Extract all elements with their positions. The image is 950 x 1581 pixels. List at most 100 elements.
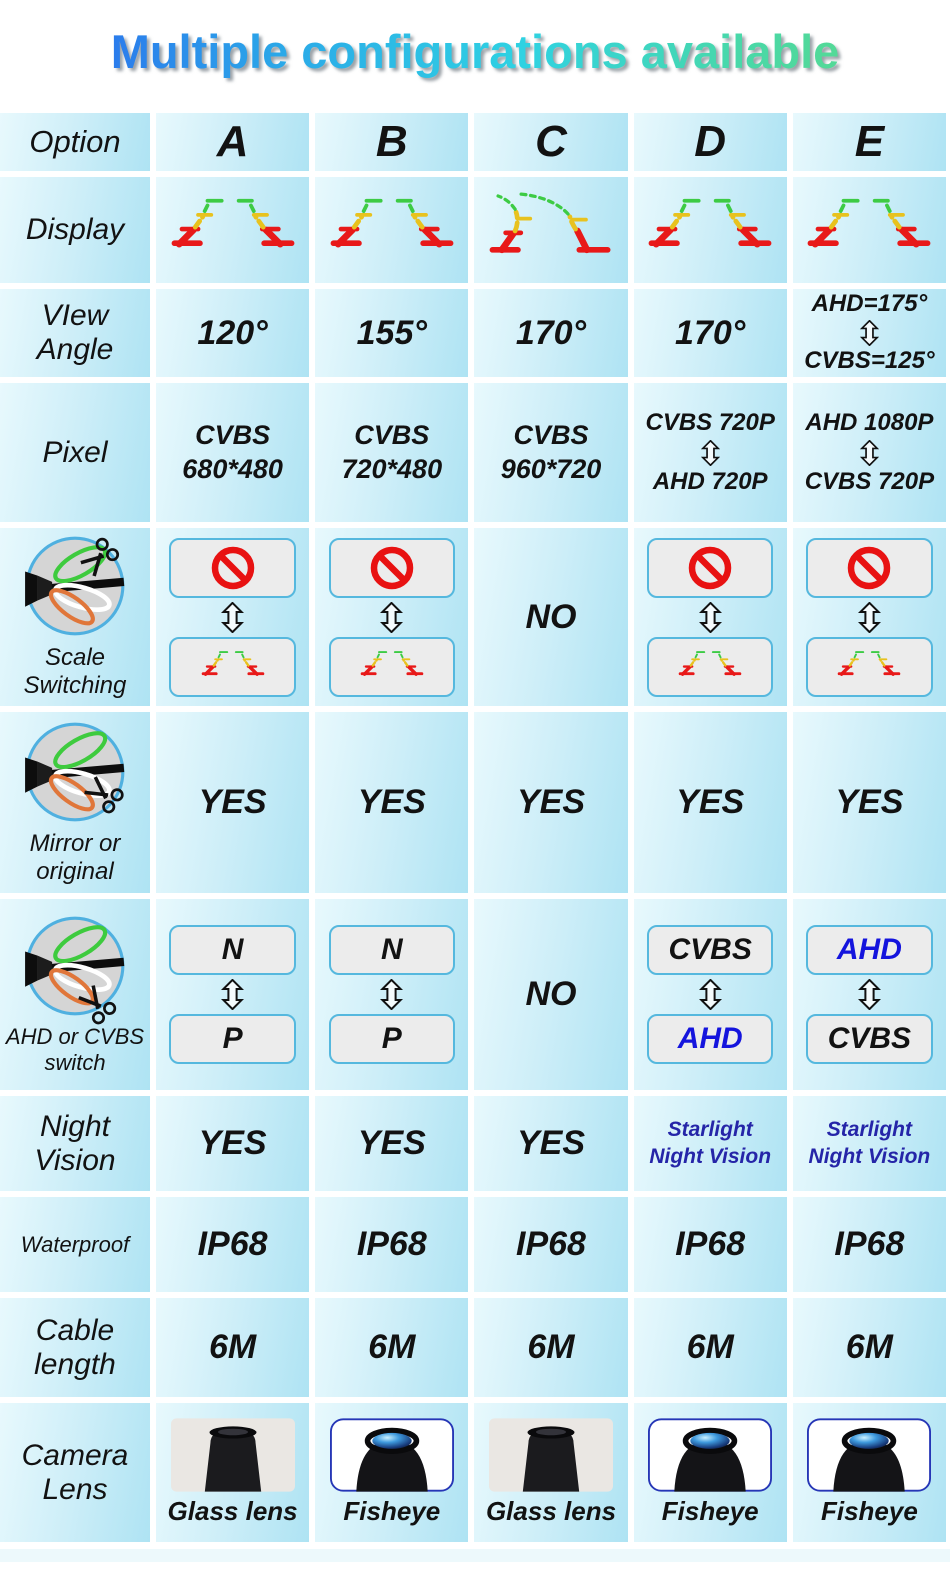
cell-view-angle-d: 170° (633, 289, 787, 377)
signal-box: P (328, 1014, 456, 1064)
cell-lens-b: Fisheye (315, 1403, 469, 1542)
comparison-table: Option A B C D E Display VIew Angle 120° (0, 113, 946, 1542)
cell-mirror-e: YES (792, 712, 946, 893)
cell-mirror-b: YES (315, 712, 469, 893)
cell-scale-b (315, 528, 469, 706)
cell-display-a (156, 177, 310, 283)
no-scale-box (169, 537, 296, 598)
cell-display-c (474, 177, 628, 283)
cell-scale-c: NO (474, 528, 628, 706)
option-label: Option (29, 124, 121, 159)
signal-box: AHD (646, 1014, 774, 1064)
cell-night-d: Starlight Night Vision (633, 1096, 787, 1191)
cell-ahd-cvbs-d: CVBS AHD (633, 899, 787, 1090)
signal-box: N (169, 925, 296, 975)
row-label-mirror: Mirror or original (0, 712, 150, 893)
cell-view-angle-b: 155° (315, 289, 469, 377)
cell-cable-d: 6M (633, 1298, 787, 1397)
cell-night-e: Starlight Night Vision (792, 1096, 946, 1191)
row-label-cable-length: Cable length (0, 1298, 150, 1397)
cell-cable-e: 6M (792, 1298, 946, 1397)
parking-guidelines-icon (316, 179, 468, 281)
bottom-strip (0, 1549, 950, 1562)
parking-guidelines-icon (360, 649, 424, 676)
header-option-cell: Option (0, 113, 150, 171)
row-label-night-vision: Night Vision (0, 1096, 150, 1191)
cell-scale-a (156, 528, 310, 706)
row-label-view-angle: VIew Angle (0, 289, 150, 377)
cell-mirror-c: YES (474, 712, 628, 893)
header-col-b: B (315, 113, 469, 171)
header-col-e: E (792, 113, 946, 171)
cell-ahd-cvbs-a: N P (156, 899, 310, 1090)
header-col-c: C (474, 113, 628, 171)
cell-waterproof-c: IP68 (474, 1197, 628, 1292)
guidelines-box (646, 636, 774, 697)
no-scale-box (646, 537, 774, 598)
cell-cable-a: 6M (156, 1298, 310, 1397)
no-entry-icon (686, 544, 734, 592)
signal-box: CVBS (806, 1014, 933, 1064)
guidelines-box (328, 636, 456, 697)
cell-lens-e: Fisheye (792, 1403, 946, 1542)
updown-arrow-icon (860, 320, 878, 346)
cell-cable-b: 6M (315, 1298, 469, 1397)
cell-view-angle-e: AHD=175° CVBS=125° (792, 289, 946, 377)
cell-waterproof-b: IP68 (315, 1197, 469, 1292)
cell-waterproof-a: IP68 (156, 1197, 310, 1292)
header-col-d: D (633, 113, 787, 171)
updown-arrow-icon (700, 979, 721, 1010)
cell-display-e (792, 177, 946, 283)
cell-lens-c: Glass lens (474, 1403, 628, 1542)
header-col-a: A (156, 113, 310, 171)
parking-guidelines-icon (157, 179, 309, 281)
cell-lens-a: Glass lens (156, 1403, 310, 1542)
updown-arrow-icon (860, 439, 878, 466)
cell-pixel-d: CVBS 720P AHD 720P (633, 383, 787, 522)
cell-night-a: YES (156, 1096, 310, 1191)
parking-guidelines-icon (634, 179, 786, 281)
row-label-display: Display (0, 177, 150, 283)
cell-view-angle-c: 170° (474, 289, 628, 377)
no-entry-icon (845, 544, 893, 592)
updown-arrow-icon (222, 601, 243, 633)
cell-pixel-c: CVBS 960*720 (474, 383, 628, 522)
guidelines-box (169, 636, 296, 697)
updown-arrow-icon (701, 439, 719, 466)
row-label-camera-lens: Camera Lens (0, 1403, 150, 1542)
dynamic-parking-guidelines-icon (475, 179, 627, 281)
cell-scale-e (792, 528, 946, 706)
cable-cut-green-icon (23, 534, 127, 638)
cell-mirror-a: YES (156, 712, 310, 893)
row-label-pixel: Pixel (0, 383, 150, 522)
guidelines-box (806, 636, 933, 697)
cell-cable-c: 6M (474, 1298, 628, 1397)
cell-mirror-d: YES (633, 712, 787, 893)
cable-cut-orange-icon (23, 914, 127, 1028)
cell-night-c: YES (474, 1096, 628, 1191)
updown-arrow-icon (700, 601, 721, 633)
row-label-scale-switching: Scale Switching (0, 528, 150, 706)
parking-guidelines-icon (201, 649, 265, 676)
cell-display-b (315, 177, 469, 283)
fisheye-camera-image (648, 1418, 772, 1492)
signal-box: AHD (806, 925, 933, 975)
parking-guidelines-icon (678, 649, 742, 676)
signal-box: P (169, 1014, 296, 1064)
updown-arrow-icon (859, 979, 880, 1010)
glass-lens-camera-image (488, 1418, 613, 1492)
cell-ahd-cvbs-e: AHD CVBS (792, 899, 946, 1090)
signal-box: N (328, 925, 456, 975)
glass-lens-camera-image (170, 1418, 295, 1492)
cable-cut-white-icon (23, 720, 127, 824)
row-label-waterproof: Waterproof (0, 1197, 150, 1292)
updown-arrow-icon (222, 979, 243, 1010)
no-entry-icon (368, 544, 416, 592)
cell-view-angle-a: 120° (156, 289, 310, 377)
cell-ahd-cvbs-b: N P (315, 899, 469, 1090)
updown-arrow-icon (381, 601, 402, 633)
updown-arrow-icon (381, 979, 402, 1010)
cell-pixel-b: CVBS 720*480 (315, 383, 469, 522)
cell-scale-d (633, 528, 787, 706)
